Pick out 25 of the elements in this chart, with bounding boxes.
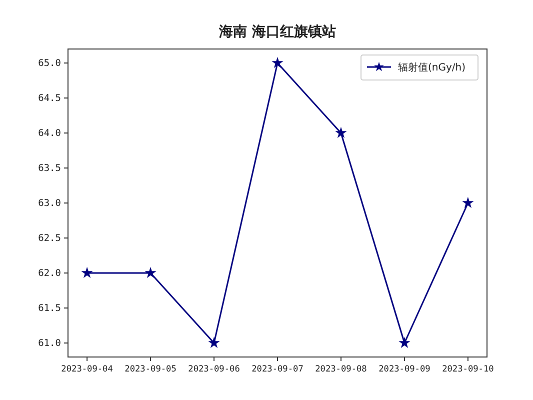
point xyxy=(208,336,220,348)
x-tick-label: 2023-09-10 xyxy=(442,364,494,375)
y-tick-label: 64.0 xyxy=(38,128,62,140)
y-tick-label: 63.5 xyxy=(38,163,61,174)
legend-label: 辐射值(nGy/h) xyxy=(398,62,466,74)
y-tick-label: 65.0 xyxy=(38,58,62,70)
point xyxy=(462,196,474,208)
x-tick-label: 2023-09-07 xyxy=(252,364,304,375)
point xyxy=(398,336,410,348)
x-tick-label: 2023-09-08 xyxy=(315,364,367,375)
point xyxy=(81,266,93,278)
x-tick-label: 2023-09-09 xyxy=(378,364,430,375)
y-tick-label: 64.5 xyxy=(38,93,61,104)
y-tick-label: 63.0 xyxy=(38,198,62,210)
x-tick-label: 2023-09-05 xyxy=(124,364,176,375)
chart-title: 海南 海口红旗镇站 xyxy=(218,24,336,40)
point xyxy=(335,126,347,138)
point xyxy=(144,266,156,278)
y-tick-label: 61.0 xyxy=(38,338,62,350)
y-tick-label: 61.5 xyxy=(38,303,61,314)
x-tick-label: 2023-09-06 xyxy=(188,364,240,375)
y-tick-label: 62.0 xyxy=(38,268,62,280)
x-tick-label: 2023-09-04 xyxy=(61,364,113,375)
point xyxy=(272,56,284,68)
y-tick-label: 62.5 xyxy=(38,233,61,244)
